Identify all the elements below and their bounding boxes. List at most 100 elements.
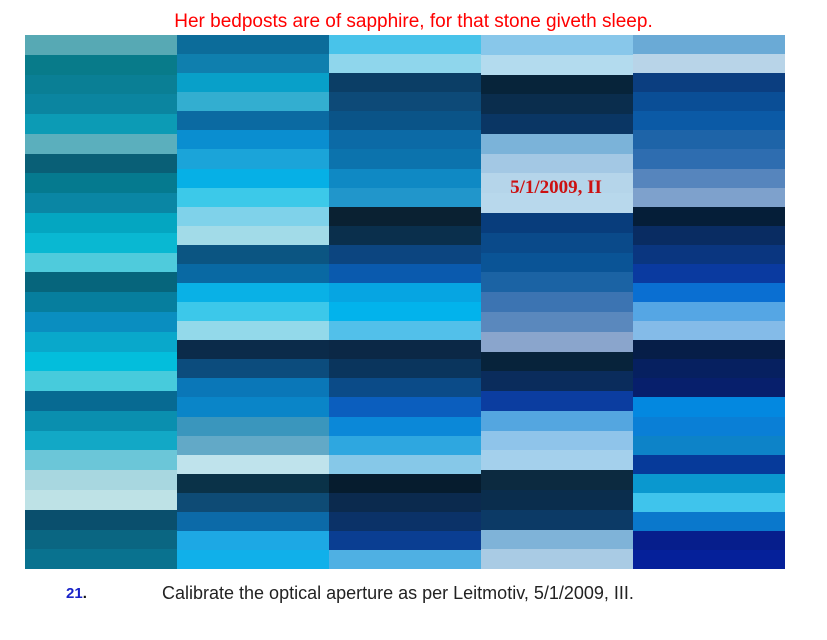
color-swatch bbox=[633, 454, 785, 474]
item-number: 21. bbox=[66, 585, 87, 602]
page-title: Her bedposts are of sapphire, for that s… bbox=[174, 11, 653, 32]
color-swatch bbox=[177, 35, 329, 55]
color-swatch bbox=[633, 473, 785, 493]
color-swatch bbox=[177, 244, 329, 264]
color-swatch bbox=[177, 359, 329, 379]
color-swatch bbox=[329, 206, 481, 226]
swatch-column-3 bbox=[329, 35, 481, 570]
footer-note: 21. Calibrate the optical aperture as pe… bbox=[0, 582, 827, 606]
color-swatch bbox=[481, 509, 633, 530]
color-swatch bbox=[25, 153, 177, 174]
color-swatch bbox=[329, 416, 481, 436]
color-swatch bbox=[25, 430, 177, 451]
color-swatch bbox=[481, 470, 633, 490]
color-swatch bbox=[633, 321, 785, 341]
color-swatch bbox=[633, 340, 785, 360]
color-swatch bbox=[329, 111, 481, 131]
color-swatch bbox=[633, 187, 785, 207]
color-swatch bbox=[481, 272, 633, 293]
color-swatch bbox=[481, 153, 633, 174]
color-swatch bbox=[25, 410, 177, 431]
color-swatch bbox=[177, 111, 329, 131]
color-swatch bbox=[177, 263, 329, 284]
color-swatch bbox=[329, 378, 481, 398]
color-swatch bbox=[481, 311, 633, 332]
color-swatch bbox=[481, 549, 633, 570]
color-swatch bbox=[481, 351, 633, 372]
color-swatch bbox=[481, 35, 633, 55]
color-swatch bbox=[25, 193, 177, 214]
color-swatch bbox=[329, 321, 481, 341]
color-swatch bbox=[177, 321, 329, 341]
color-swatch bbox=[633, 435, 785, 455]
color-swatch bbox=[633, 35, 785, 55]
swatch-column-5 bbox=[633, 35, 785, 570]
color-swatch bbox=[481, 489, 633, 510]
color-swatch bbox=[25, 35, 177, 55]
color-swatch bbox=[177, 130, 329, 150]
color-swatch bbox=[481, 450, 633, 471]
color-swatch bbox=[177, 340, 329, 360]
color-swatch bbox=[481, 371, 633, 392]
color-swatch bbox=[633, 397, 785, 417]
color-swatch bbox=[25, 311, 177, 332]
swatch-column-1 bbox=[25, 35, 177, 570]
color-swatch bbox=[633, 378, 785, 398]
color-swatch bbox=[25, 331, 177, 352]
color-swatch bbox=[481, 410, 633, 431]
color-swatch bbox=[25, 450, 177, 471]
color-swatch bbox=[25, 391, 177, 411]
color-swatch bbox=[25, 74, 177, 95]
color-swatch bbox=[25, 292, 177, 312]
color-swatch bbox=[25, 351, 177, 372]
color-swatch bbox=[329, 225, 481, 245]
color-swatch bbox=[25, 54, 177, 75]
color-swatch bbox=[177, 187, 329, 207]
color-swatch bbox=[25, 252, 177, 273]
color-swatch bbox=[481, 94, 633, 115]
color-swatch bbox=[633, 263, 785, 284]
color-swatch bbox=[329, 511, 481, 532]
color-swatch bbox=[481, 430, 633, 451]
color-swatch bbox=[177, 302, 329, 322]
color-swatch bbox=[633, 206, 785, 226]
color-swatch bbox=[177, 206, 329, 226]
color-swatch bbox=[329, 435, 481, 455]
color-swatch bbox=[329, 149, 481, 169]
color-swatch bbox=[25, 114, 177, 134]
color-swatch bbox=[481, 54, 633, 75]
color-swatch bbox=[329, 492, 481, 512]
color-swatch bbox=[481, 331, 633, 352]
swatch-column-4 bbox=[481, 35, 633, 570]
color-swatch bbox=[481, 133, 633, 154]
color-swatch bbox=[25, 232, 177, 253]
color-swatch bbox=[177, 550, 329, 570]
color-swatch bbox=[25, 272, 177, 293]
color-swatch bbox=[633, 111, 785, 131]
color-swatch bbox=[481, 391, 633, 411]
color-swatch bbox=[481, 74, 633, 95]
color-swatch bbox=[177, 435, 329, 455]
color-swatch bbox=[633, 92, 785, 112]
color-swatch bbox=[329, 473, 481, 493]
color-swatch bbox=[329, 54, 481, 74]
color-swatch bbox=[329, 531, 481, 551]
color-swatch bbox=[25, 470, 177, 490]
color-swatch bbox=[633, 492, 785, 512]
color-swatch bbox=[481, 193, 633, 214]
color-swatch bbox=[329, 550, 481, 570]
color-swatch bbox=[329, 359, 481, 379]
color-swatch bbox=[329, 263, 481, 284]
color-swatch-grid bbox=[25, 35, 785, 570]
color-swatch bbox=[25, 509, 177, 530]
color-swatch bbox=[25, 173, 177, 194]
color-swatch bbox=[481, 252, 633, 273]
color-swatch bbox=[633, 550, 785, 570]
color-swatch bbox=[177, 397, 329, 417]
color-swatch bbox=[633, 73, 785, 93]
color-swatch bbox=[329, 340, 481, 360]
color-swatch bbox=[329, 283, 481, 303]
color-swatch bbox=[329, 35, 481, 55]
color-swatch bbox=[633, 225, 785, 245]
color-swatch bbox=[177, 492, 329, 512]
